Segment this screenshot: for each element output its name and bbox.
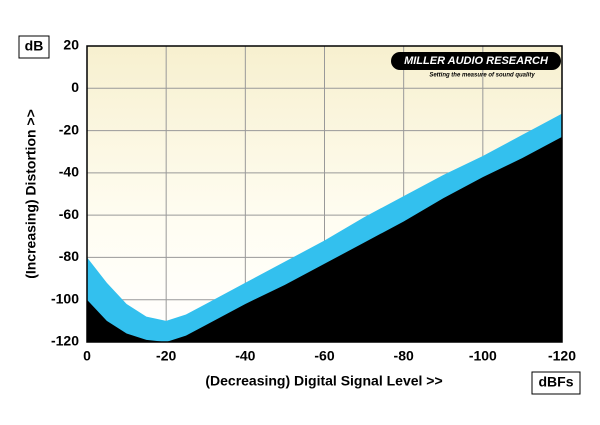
logo: MILLER AUDIO RESEARCH [404,55,549,67]
logo-badge [391,52,561,70]
y-unit: dB [25,38,44,54]
y-tick-label: -80 [59,248,79,264]
y-tick-label: -120 [51,333,79,349]
x-tick-label: -120 [548,348,576,364]
y-tick-label: 20 [63,37,79,53]
y-tick-label: -40 [59,164,79,180]
x-tick-label: 0 [83,348,91,364]
x-tick-label: -80 [394,348,414,364]
y-unit-box [18,35,50,59]
x-unit: dBFs [539,374,574,390]
y-tick-label: -60 [59,206,79,222]
y-tick-label: -100 [51,290,79,306]
x-tick-label: -40 [235,348,255,364]
x-axis-label: (Decreasing) Digital Signal Level >> [205,373,442,389]
x-unit-box [531,371,581,395]
y-axis-label: (Increasing) Distortion >> [23,109,39,279]
x-tick-label: -20 [156,348,176,364]
x-tick-label: -60 [314,348,334,364]
y-tick-label: -20 [59,121,79,137]
band-area [87,136,562,342]
x-tick-label: -100 [469,348,497,364]
plot-frame [86,45,563,343]
tagline: Setting the measure of sound quality [429,73,535,79]
y-tick-label: 0 [71,79,79,95]
